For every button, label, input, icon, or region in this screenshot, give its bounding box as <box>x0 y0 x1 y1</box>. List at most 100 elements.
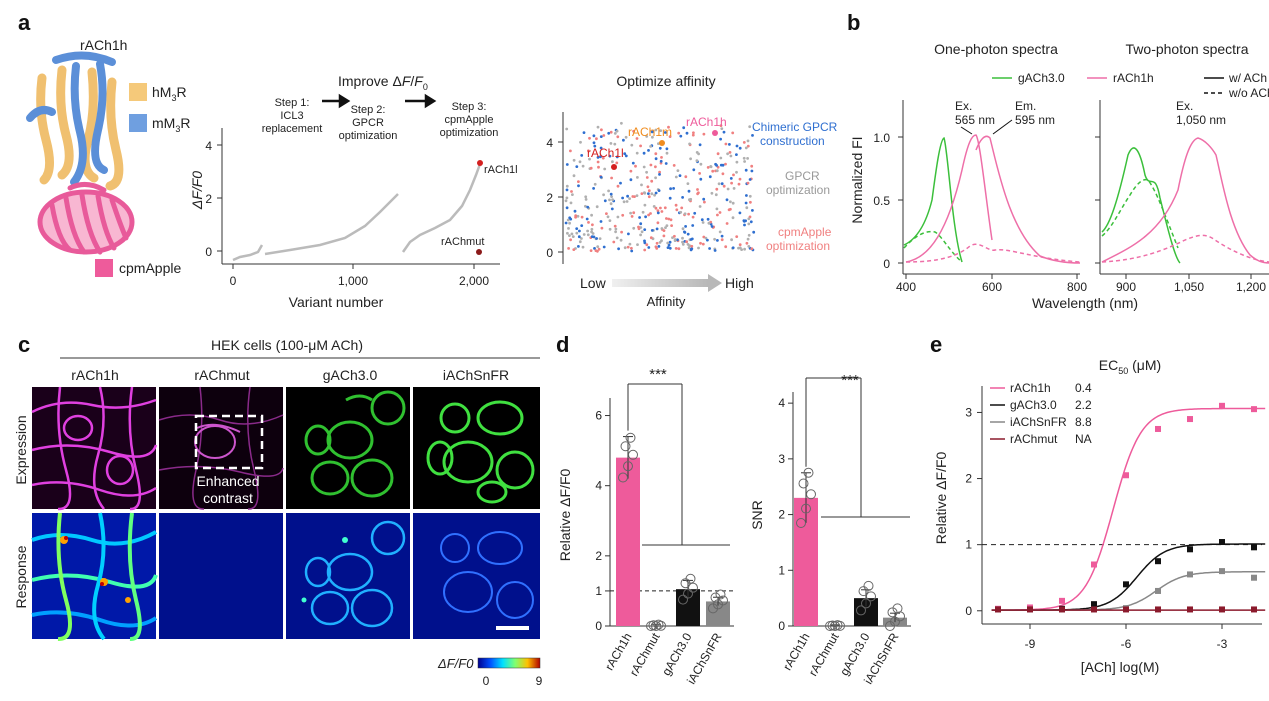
scatter-dot <box>684 225 687 228</box>
scatter-dot <box>572 174 576 178</box>
scatter-dot <box>668 246 672 250</box>
scatter-dot <box>746 139 750 143</box>
scatter-dot <box>714 193 718 197</box>
scatter-dot <box>730 181 733 185</box>
scatter-dot <box>689 238 693 241</box>
e-point-rAChmut <box>1059 606 1065 613</box>
spectra-xtick-800: 800 <box>1067 280 1087 294</box>
scatter-dot <box>713 249 717 252</box>
scatter-dot <box>720 238 724 242</box>
scatter-dot <box>702 235 706 239</box>
scatter-dot <box>735 153 738 157</box>
scatter-dot <box>616 135 620 139</box>
affinity-high: High <box>725 275 754 291</box>
d1-datapoint <box>651 621 661 631</box>
scatter-dot <box>581 164 585 168</box>
scatter-dot <box>565 184 569 188</box>
scatter-dot <box>729 177 733 180</box>
scatter-dot <box>612 240 616 244</box>
scatter-dot <box>731 216 735 220</box>
e-point-rAChmut <box>1027 606 1033 613</box>
spectra-ylabel: Normalized FI <box>849 136 865 223</box>
scatter-dot <box>621 213 625 217</box>
scatter-dot <box>738 177 742 181</box>
d2-ytick-label: 1 <box>778 563 785 577</box>
scatter-dot <box>647 192 650 196</box>
affinity-xlabel: Affinity <box>647 294 686 309</box>
scatter-dot <box>577 235 581 239</box>
scatter-dot <box>614 230 617 234</box>
group-cpmapple-l2: optimization <box>766 239 830 253</box>
e-point-rAChmut <box>1219 606 1225 613</box>
group-gpcr-l2: optimization <box>766 183 830 197</box>
scatter-dot <box>615 236 619 240</box>
scatter-dot <box>584 198 588 201</box>
scatter-dot <box>695 159 699 163</box>
scatter-dot <box>607 189 610 193</box>
scatter-dot <box>565 196 569 200</box>
legend-with-ach: w/ ACh <box>1228 71 1267 85</box>
point-affinity-rach1h <box>712 130 718 136</box>
scatter-dot <box>674 203 678 207</box>
scatter-dot <box>710 225 714 228</box>
scatter-dot <box>659 159 663 163</box>
scatter-dot <box>663 206 667 210</box>
scatter-dot <box>745 206 749 210</box>
affinity-low: Low <box>580 275 607 291</box>
scatter-dot <box>631 161 635 165</box>
scatter-dot <box>600 128 603 132</box>
spectra-xtick-600: 600 <box>982 280 1002 294</box>
e-point-rAChmut <box>1251 606 1257 613</box>
scatter-dot <box>605 212 608 216</box>
spectra-title-one: One-photon spectra <box>934 41 1058 57</box>
scatter-dot <box>742 219 746 223</box>
scatter-dot <box>588 136 591 140</box>
img-expression-gach <box>286 387 410 509</box>
scatter-dot <box>665 224 669 228</box>
scatter-dot <box>742 156 746 160</box>
scatter-dot <box>577 184 580 188</box>
scatter-dot <box>650 130 654 134</box>
d1-datapoint <box>618 472 628 483</box>
e-ytick-label: 2 <box>965 472 972 486</box>
scatter-dot <box>580 224 584 228</box>
scatter-dot <box>615 155 619 159</box>
img-response-gach <box>286 513 410 639</box>
scatter-dot <box>575 231 579 235</box>
scatter-dot <box>658 146 662 150</box>
scatter-dot <box>654 157 658 161</box>
e-legend-ec50: 8.8 <box>1075 415 1092 429</box>
improve-ytick-4: 4 <box>205 139 212 153</box>
scatter-dot <box>658 170 661 174</box>
scatter-dot <box>665 151 669 155</box>
panel-label-a: a <box>18 10 31 35</box>
scatter-dot <box>675 208 679 212</box>
scatter-dot <box>677 247 681 251</box>
scatter-dot <box>578 160 582 164</box>
e-title: EC50 (μM) <box>1099 357 1161 376</box>
scatter-dot <box>708 175 712 179</box>
panel-label-e: e <box>930 332 942 357</box>
scatter-dot <box>608 219 612 223</box>
improve-xtick-2000: 2,000 <box>459 274 489 288</box>
scatter-dot <box>566 218 570 222</box>
scatter-dot <box>598 237 602 241</box>
protein-structure-illustration <box>26 51 135 255</box>
scatter-dot <box>630 143 634 147</box>
scatter-dot <box>693 211 697 215</box>
improve-axes <box>217 128 500 269</box>
scatter-dot <box>748 178 752 181</box>
scatter-dot <box>718 230 722 234</box>
scatter-dot <box>743 223 746 227</box>
scatter-dot <box>689 247 693 251</box>
improve-xtick-0: 0 <box>230 274 237 288</box>
e-legend-name: iAChSnFR <box>1010 415 1067 429</box>
d2-datapoint <box>801 503 811 514</box>
scatter-dot <box>676 238 679 242</box>
scatter-dot <box>750 164 754 168</box>
scatter-dot <box>729 200 732 204</box>
scatter-dot <box>708 247 711 250</box>
scatter-dot <box>748 125 752 129</box>
scatter-dot <box>730 238 733 242</box>
scatter-dot <box>564 199 568 203</box>
